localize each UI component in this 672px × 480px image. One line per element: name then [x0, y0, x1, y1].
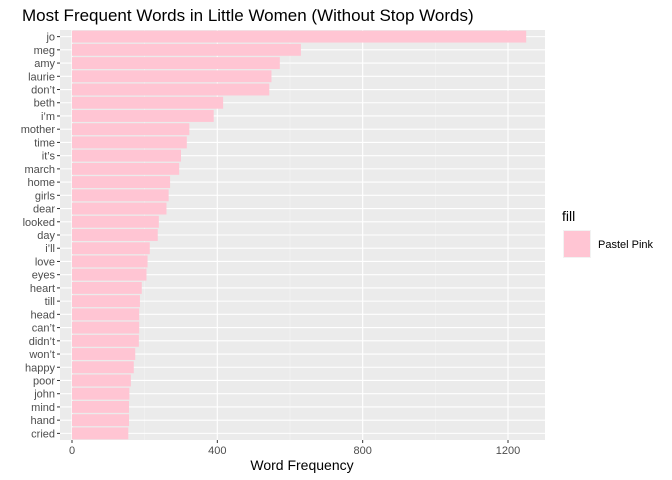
x-tick-label: 0	[69, 445, 75, 457]
y-tick-label: love	[35, 256, 55, 268]
bar-girls	[72, 189, 169, 202]
y-tick-label: mind	[31, 402, 55, 414]
y-tick-label: it’s	[42, 151, 56, 163]
y-tick-label: eyes	[32, 270, 56, 282]
y-tick-label: i’ll	[45, 243, 55, 255]
bar-poor	[72, 374, 131, 387]
x-tick-label: 800	[353, 445, 371, 457]
x-tick-label: 400	[208, 445, 226, 457]
bar-head	[72, 308, 140, 321]
bar-can’t	[72, 321, 140, 334]
x-tick-label: 1200	[496, 445, 520, 457]
y-tick-label: day	[37, 230, 55, 242]
y-tick-label: jo	[45, 32, 55, 44]
legend-label: Pastel Pink	[598, 239, 654, 251]
y-tick-label: poor	[33, 375, 55, 387]
bar-mind	[72, 400, 130, 413]
bar-looked	[72, 215, 159, 228]
bar-mother	[72, 123, 190, 136]
bar-i’ll	[72, 242, 150, 255]
bar-jo	[72, 30, 527, 43]
y-tick-label: heart	[30, 283, 55, 295]
bar-dear	[72, 202, 167, 215]
y-tick-label: hand	[31, 415, 55, 427]
y-tick-label: happy	[25, 362, 55, 374]
bar-didn’t	[72, 334, 139, 347]
y-tick-label: beth	[34, 98, 55, 110]
y-tick-label: amy	[34, 58, 55, 70]
bar-it’s	[72, 149, 181, 162]
y-tick-label: didn’t	[29, 336, 55, 348]
legend-swatch	[564, 231, 590, 257]
bar-beth	[72, 96, 224, 109]
y-tick-label: can’t	[32, 323, 55, 335]
bar-meg	[72, 43, 301, 56]
bar-won’t	[72, 348, 136, 360]
bar-laurie	[72, 70, 272, 83]
bar-john	[72, 387, 130, 400]
bars	[72, 30, 527, 440]
bar-happy	[72, 361, 134, 374]
y-tick-label: dear	[33, 204, 55, 216]
y-tick-label: laurie	[28, 71, 55, 83]
y-tick-label: till	[45, 296, 55, 308]
y-tick-label: looked	[23, 217, 55, 229]
bar-time	[72, 136, 187, 149]
bar-day	[72, 229, 158, 241]
y-tick-label: cried	[31, 428, 55, 440]
y-tick-label: don’t	[31, 85, 55, 97]
legend: fill Pastel Pink	[562, 208, 654, 258]
y-tick-label: i’m	[41, 111, 55, 123]
bar-amy	[72, 57, 280, 70]
y-tick-label: john	[33, 389, 55, 401]
legend-title: fill	[562, 208, 575, 224]
y-tick-label: meg	[34, 45, 55, 57]
bar-eyes	[72, 268, 147, 281]
y-tick-label: time	[34, 137, 55, 149]
bar-till	[72, 295, 140, 308]
bar-heart	[72, 281, 142, 294]
x-axis: 0 400 800 1200	[69, 440, 520, 457]
y-tick-label: mother	[21, 124, 56, 136]
bar-home	[72, 176, 171, 189]
y-tick-label: head	[31, 309, 55, 321]
bar-love	[72, 255, 148, 268]
y-tick-label: girls	[35, 190, 56, 202]
bar-i’m	[72, 110, 214, 122]
bar-don’t	[72, 83, 270, 96]
bar-cried	[72, 427, 129, 440]
y-tick-label: home	[27, 177, 55, 189]
x-axis-title: Word Frequency	[250, 457, 353, 473]
y-tick-label: march	[24, 164, 55, 176]
chart-title: Most Frequent Words in Little Women (Wit…	[22, 6, 474, 25]
bar-hand	[72, 414, 130, 427]
y-tick-label: won’t	[28, 349, 55, 361]
bar-march	[72, 162, 180, 175]
